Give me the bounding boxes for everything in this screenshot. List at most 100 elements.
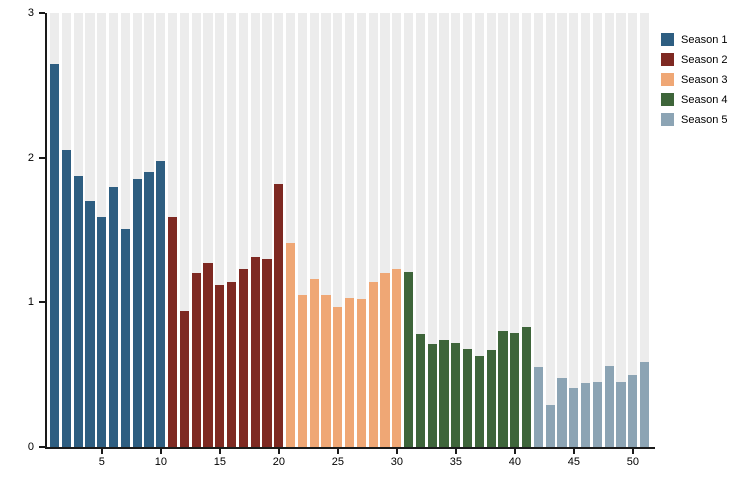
background-band [179, 13, 190, 447]
bar-episode-51 [640, 362, 650, 447]
bar-episode-11 [168, 217, 178, 447]
legend-swatch [661, 33, 674, 46]
background-band [628, 13, 638, 447]
x-tick-mark [631, 449, 634, 454]
bar-episode-15 [215, 285, 225, 447]
y-axis-line [45, 13, 47, 449]
legend-swatch [661, 93, 674, 106]
bar-episode-44 [557, 378, 567, 447]
background-band [333, 13, 343, 447]
bar-episode-32 [415, 334, 426, 447]
x-tick-label: 15 [213, 456, 226, 468]
x-tick-label: 50 [626, 456, 639, 468]
background-band [392, 13, 402, 447]
x-tick-label: 30 [390, 456, 403, 468]
legend-swatch [661, 113, 674, 126]
background-band [545, 13, 555, 447]
legend: Season 1 Season 2 Season 3 Season 4 Season 5 [661, 33, 727, 133]
x-tick-label: 35 [449, 456, 462, 468]
bar-episode-33 [427, 344, 437, 447]
bar-episode-38 [486, 350, 496, 447]
y-tick-mark [39, 12, 45, 14]
bar-episode-28 [368, 282, 378, 447]
legend-label: Season 3 [681, 73, 728, 86]
x-tick-label: 25 [331, 456, 344, 468]
background-band [533, 13, 544, 447]
bar-episode-36 [463, 349, 473, 447]
bar-episode-8 [132, 179, 142, 447]
x-tick-label: 20 [272, 456, 285, 468]
bar-episode-6 [109, 187, 119, 447]
bar-episode-39 [498, 331, 508, 447]
background-band [380, 13, 390, 447]
y-tick-mark [39, 301, 45, 304]
bar-episode-4 [85, 201, 95, 447]
bar-episode-1 [50, 64, 60, 447]
background-band [439, 13, 449, 447]
y-tick-mark [39, 156, 45, 159]
y-tick-label: 3 [27, 7, 34, 19]
x-axis-line [45, 447, 655, 449]
background-band [557, 13, 567, 447]
background-band [486, 13, 496, 447]
bar-episode-22 [297, 295, 308, 447]
background-band [510, 13, 520, 447]
background-band [498, 13, 508, 447]
background-band [463, 13, 473, 447]
background-band [262, 13, 272, 447]
bar-episode-50 [628, 375, 638, 447]
legend-label: Season 4 [681, 93, 728, 106]
background-band [415, 13, 426, 447]
bar-episode-14 [203, 263, 213, 447]
background-band [309, 13, 319, 447]
background-band [616, 13, 626, 447]
background-band [286, 13, 296, 447]
x-tick-mark [100, 449, 103, 454]
background-band [215, 13, 225, 447]
background-band [427, 13, 437, 447]
background-band [203, 13, 213, 447]
bar-episode-43 [545, 405, 555, 447]
legend-entry: Season 4 [661, 93, 727, 106]
bar-episode-47 [592, 382, 603, 447]
bar-episode-40 [510, 333, 520, 447]
bar-episode-10 [156, 161, 166, 447]
background-band [640, 13, 650, 447]
background-band [451, 13, 461, 447]
legend-entry: Season 2 [661, 53, 727, 66]
legend-label: Season 5 [681, 113, 728, 126]
x-tick-label: 40 [508, 456, 521, 468]
bar-episode-24 [321, 295, 331, 447]
bar-episode-31 [404, 272, 414, 447]
bar-episode-9 [144, 172, 154, 447]
x-tick-mark [277, 449, 280, 454]
x-tick-mark [572, 449, 575, 454]
bar-episode-30 [392, 269, 402, 447]
legend-swatch [661, 73, 674, 86]
legend-entry: Season 1 [661, 33, 727, 46]
bar-episode-16 [227, 282, 237, 447]
bar-episode-3 [73, 176, 83, 447]
x-tick-mark [513, 449, 516, 454]
bar-episode-7 [120, 229, 131, 447]
background-band [522, 13, 532, 447]
background-band [345, 13, 355, 447]
bar-episode-37 [474, 356, 485, 447]
bar-episode-27 [356, 299, 367, 447]
bar-episode-12 [179, 311, 190, 447]
bar-episode-46 [581, 383, 591, 447]
bar-episode-34 [439, 340, 449, 447]
y-tick-label: 2 [27, 151, 34, 164]
background-band [592, 13, 603, 447]
bar-episode-42 [533, 367, 544, 447]
legend-label: Season 1 [681, 33, 728, 46]
x-tick-label: 5 [98, 456, 105, 468]
background-band [604, 13, 614, 447]
bar-episode-2 [61, 150, 72, 447]
background-band [321, 13, 331, 447]
background-band [250, 13, 260, 447]
bar-episode-20 [274, 184, 284, 447]
background-band [404, 13, 414, 447]
bar-episode-25 [333, 307, 343, 447]
bar-episode-26 [345, 298, 355, 447]
